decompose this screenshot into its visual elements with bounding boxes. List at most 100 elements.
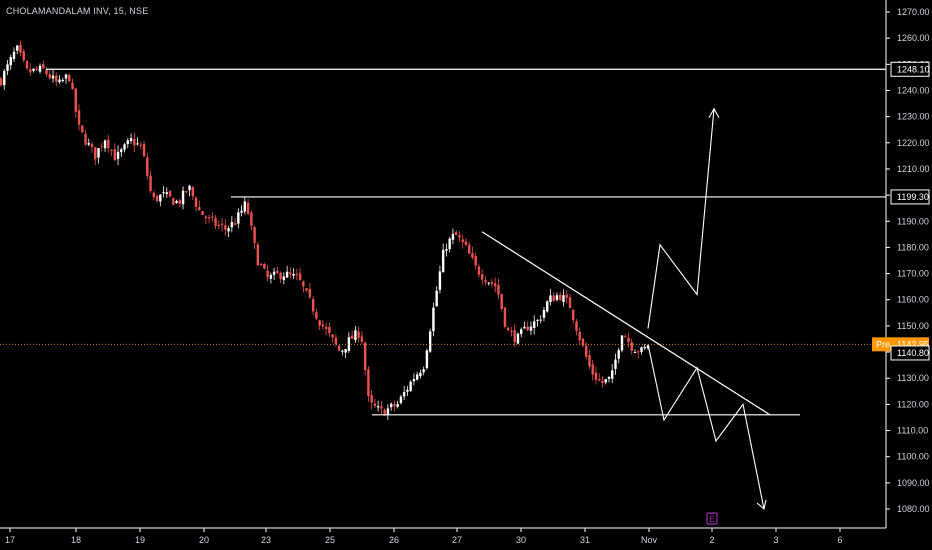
pre-tag-label: Pre [876, 339, 890, 349]
candle-body [224, 225, 227, 230]
candle-body [217, 224, 221, 226]
candle-body [341, 350, 344, 352]
candle-body [191, 187, 195, 197]
bullish-projection-path[interactable] [647, 108, 715, 329]
candle-body [207, 217, 211, 219]
bearish-arrow-head [756, 499, 767, 511]
candle-body [172, 197, 175, 205]
candle-body [438, 271, 442, 290]
candle-body [516, 333, 520, 344]
candle-body [292, 274, 295, 276]
candle-body [139, 144, 143, 146]
candle-body [16, 45, 19, 51]
candle-body [620, 335, 624, 351]
candle-body [633, 351, 637, 353]
candle-body [370, 394, 373, 403]
time-tick-label: 27 [452, 535, 462, 545]
price-tick-label: 1180.00 [897, 242, 929, 252]
candle-body [298, 273, 302, 280]
candle-body [129, 138, 133, 142]
candle-body [178, 200, 182, 204]
candle-body [58, 79, 61, 83]
candle-body [598, 379, 601, 381]
candle-body [363, 342, 367, 371]
candle-body [435, 290, 438, 307]
candle-body [425, 350, 429, 368]
candle-body [428, 331, 432, 352]
candle-body [578, 331, 581, 341]
candle-body [175, 200, 178, 204]
candle-body [399, 396, 403, 403]
candle-body [480, 274, 484, 280]
candle-body [406, 389, 409, 392]
candle-body [614, 359, 617, 369]
candle-body [536, 319, 539, 321]
candle-body [136, 143, 139, 145]
candle-body [337, 345, 341, 351]
candle-body [630, 342, 633, 351]
candle-body [100, 146, 103, 148]
candle-body [562, 295, 565, 302]
candle-body [276, 270, 279, 274]
candle-body [227, 228, 230, 232]
candle-body [142, 143, 146, 157]
candle-body [419, 372, 422, 377]
candle-body [503, 307, 507, 327]
level-price-label: 1248.10 [897, 64, 930, 74]
time-tick-label: 17 [5, 535, 15, 545]
candle-body [311, 299, 315, 312]
candle-body [458, 234, 461, 238]
bullish-arrow-head [708, 107, 720, 119]
candle-body [0, 78, 3, 86]
candle-body [464, 241, 468, 245]
symbol-title: CHOLAMANDALAM INV, 15, NSE [6, 6, 149, 16]
candle-body [315, 312, 318, 319]
candle-body [253, 227, 256, 244]
candle-body [201, 210, 204, 216]
candle-body [266, 270, 269, 278]
candle-body [233, 223, 237, 225]
candle-body [256, 244, 260, 266]
candle-body [445, 249, 448, 251]
candle-body [74, 88, 77, 112]
candle-body [422, 369, 425, 373]
candle-body [380, 406, 383, 409]
bearish-projection-path[interactable] [647, 344, 765, 510]
candle-body [194, 197, 198, 208]
level-price-label: 1199.30 [897, 192, 929, 202]
candle-body [282, 276, 286, 281]
candle-body [38, 65, 42, 72]
candle-body [246, 202, 250, 214]
candle-body [432, 307, 435, 332]
candle-body [243, 201, 247, 212]
candle-body [113, 149, 116, 161]
candle-body [61, 79, 64, 81]
candle-body [520, 329, 523, 334]
candle-body [402, 392, 406, 397]
candle-body [529, 326, 533, 331]
candle-body [318, 320, 321, 326]
candle-body [168, 190, 172, 197]
earnings-event-badge[interactable] [706, 512, 718, 525]
last-price-tag [890, 345, 930, 361]
candle-body [29, 69, 32, 73]
candle-body [581, 338, 585, 346]
resistance-trendline[interactable] [481, 231, 771, 416]
candle-body [64, 74, 68, 79]
candle-body [493, 283, 497, 287]
candle-body [302, 281, 305, 287]
candle-body [526, 326, 529, 331]
price-tick-label: 1080.00 [897, 504, 930, 514]
candle-body [585, 345, 588, 357]
candle-body [542, 309, 546, 318]
candle-body [412, 379, 416, 382]
candle-body [146, 157, 149, 176]
price-tick-label: 1210.00 [897, 164, 930, 174]
price-tick-label: 1240.00 [897, 85, 930, 95]
candle-body [627, 337, 630, 343]
candle-body [350, 335, 354, 339]
candle-body [549, 295, 552, 303]
candle-body [9, 57, 12, 66]
candle-body [68, 74, 71, 82]
